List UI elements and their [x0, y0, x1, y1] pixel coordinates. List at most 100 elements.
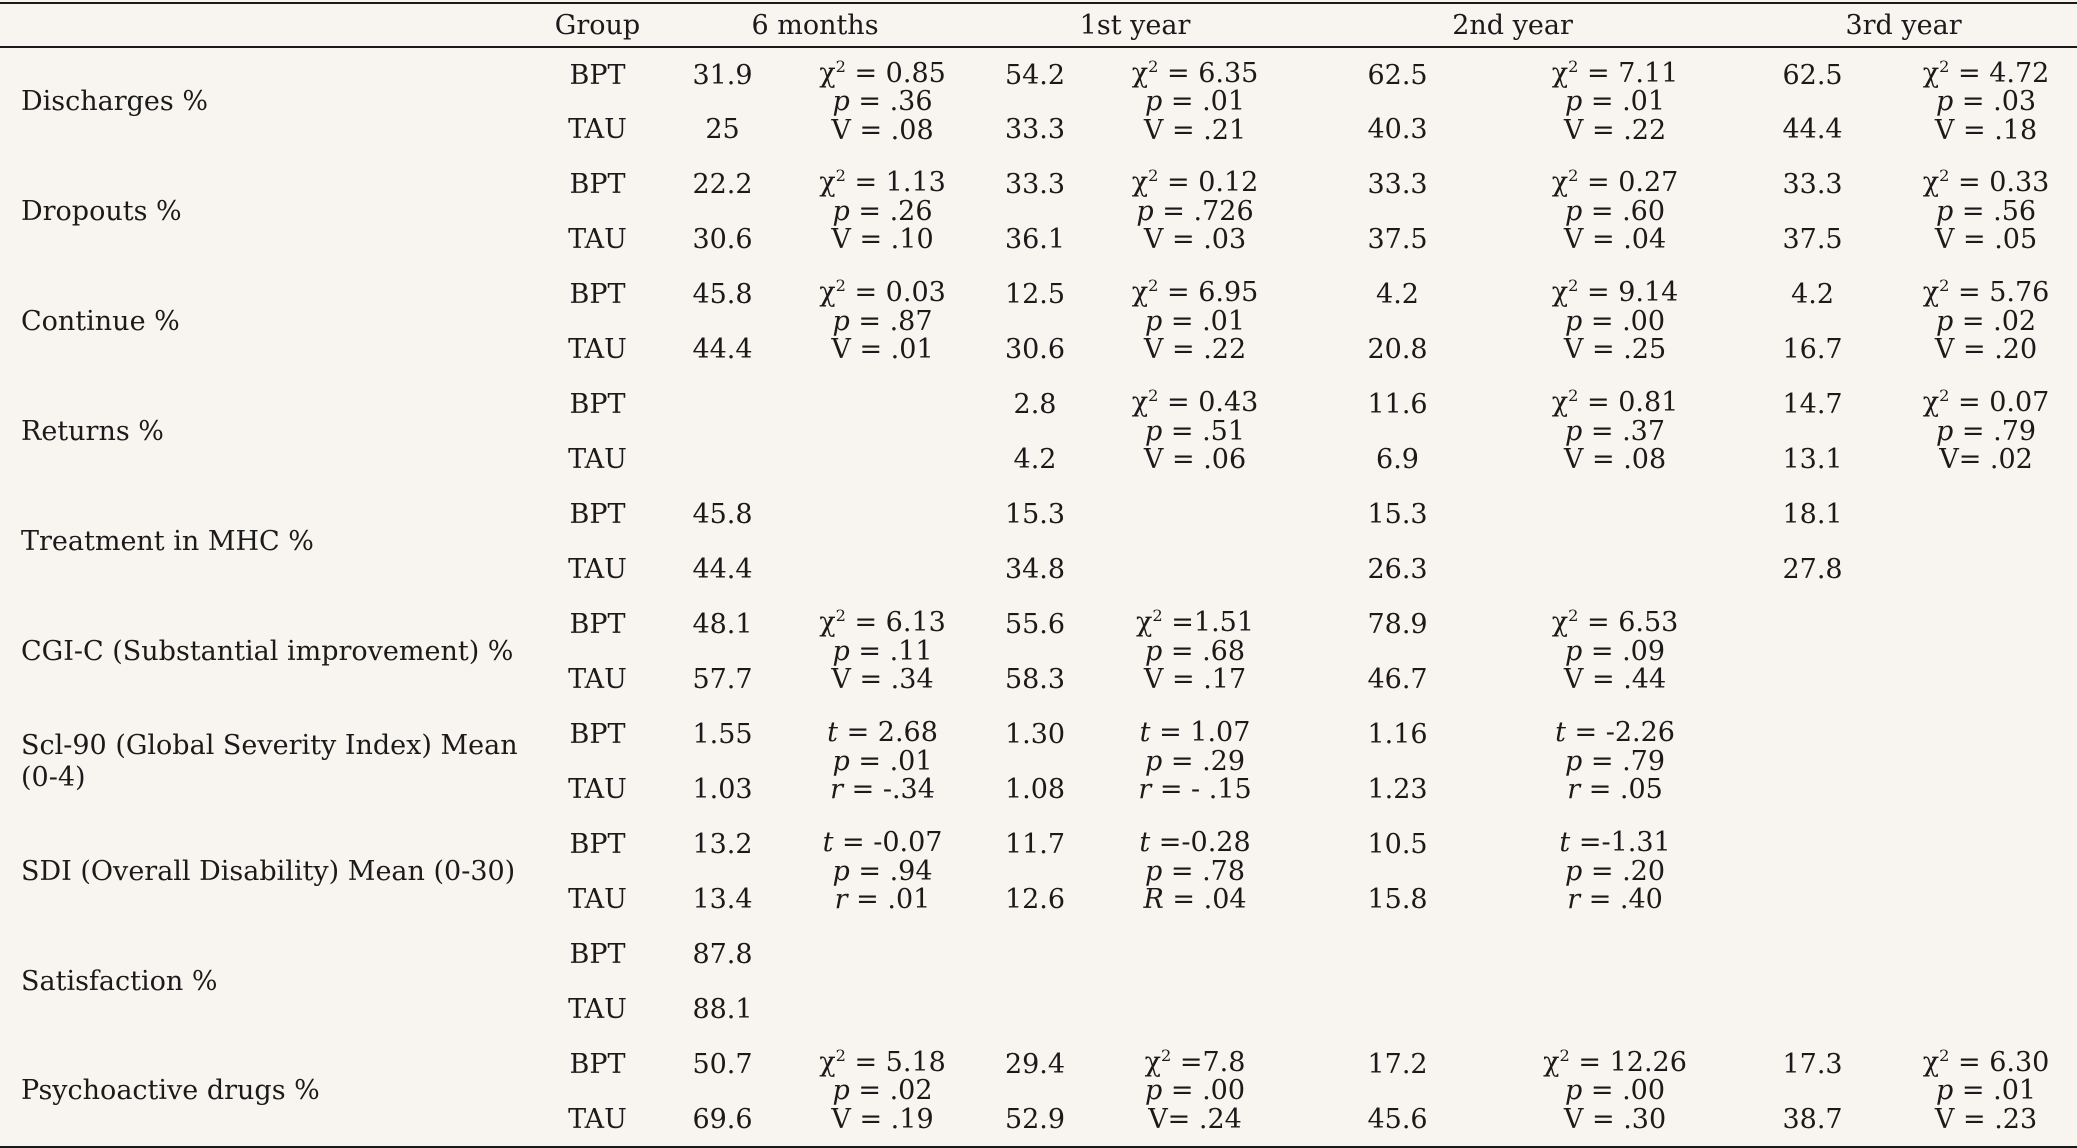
- stat-cell: χ2 = 6.35 p = .01 V = .21: [1095, 47, 1295, 157]
- group-cell: TAU: [568, 664, 627, 695]
- stat-line: p = .01: [1936, 1075, 2037, 1107]
- stat-cell: [1895, 927, 2077, 1037]
- stat-cell: χ2 =7.8 p = .00 V= .24: [1095, 1037, 1296, 1148]
- stat-line: V = .04: [1563, 224, 1667, 256]
- stat-line: p = .01: [832, 745, 933, 777]
- stat-line: χ2 = 12.26: [1543, 1045, 1687, 1078]
- stat-line: V = .08: [1563, 444, 1667, 476]
- value-cell: [975, 927, 1095, 982]
- group-cell: BPT: [569, 169, 626, 200]
- outcome-label: Treatment in MHC %: [21, 525, 314, 557]
- value-cell: 58.3: [1004, 664, 1066, 695]
- stat-cell: [790, 377, 975, 487]
- stat-line: r = - .15: [1138, 774, 1252, 806]
- value-cell: 13.4: [692, 884, 753, 915]
- value-cell: 15.3: [1367, 499, 1428, 530]
- outcome-label: Continue %: [21, 305, 180, 337]
- table-row: Satisfaction % BPT 87.8: [0, 927, 2077, 997]
- value-cell: 20.8: [1367, 334, 1428, 365]
- stat-line: V = .21: [1143, 114, 1247, 146]
- stat-line: V= .02: [1939, 444, 2033, 476]
- group-cell: BPT: [569, 829, 626, 860]
- stat-line: χ2 = 6.95: [1131, 276, 1259, 309]
- stat-cell: χ2 = 7.11 p = .01 V = .22: [1500, 47, 1730, 157]
- value-cell: 15.8: [1367, 884, 1428, 915]
- value-cell: 52.9: [975, 1092, 1096, 1148]
- value-cell: 69.6: [655, 1092, 790, 1148]
- header-row: Group 6 months 1st year 2nd year 3rd yea…: [0, 2, 2077, 48]
- stat-line: χ2 = 0.03: [819, 276, 946, 309]
- outcome-label: Returns %: [21, 415, 164, 447]
- stat-line: χ2 = 0.81: [1551, 386, 1679, 419]
- outcome-label: Dropouts %: [21, 195, 182, 227]
- stat-cell: [1500, 487, 1730, 597]
- stat-line: p = .726: [1136, 195, 1254, 227]
- group-cell: TAU: [568, 554, 627, 585]
- stat-line: p = .68: [1145, 635, 1246, 667]
- stat-cell: χ2 = 4.72 p = .03 V = .18: [1895, 47, 2077, 157]
- table-row: TAU 88.1: [0, 982, 2077, 1037]
- stat-line: V = .20: [1934, 334, 2038, 366]
- stat-line: χ2 = 5.18: [819, 1045, 946, 1078]
- stat-line: p = .36: [832, 86, 933, 118]
- stat-cell: [790, 487, 975, 597]
- stat-line: p = .20: [1565, 855, 1666, 887]
- table-row: Scl-90 (Global Severity Index) Mean (0-4…: [0, 707, 2077, 804]
- value-cell: [1730, 982, 1895, 1037]
- stat-line: V = .30: [1563, 1103, 1667, 1135]
- value-cell: [1730, 872, 1895, 927]
- stat-line: χ2 = 4.72: [1922, 56, 2050, 89]
- value-cell: 55.6: [1004, 609, 1066, 640]
- group-cell: TAU: [540, 1092, 655, 1148]
- stat-cell: χ2 = 0.12 p = .726 V = .03: [1095, 157, 1295, 267]
- table-row: TAU 44.4 30.6 20.8 16.7: [0, 322, 2077, 377]
- value-cell: [1295, 927, 1500, 982]
- outcome-label: Scl-90 (Global Severity Index) Mean (0-4…: [21, 729, 518, 793]
- value-cell: 11.7: [1004, 829, 1066, 860]
- value-cell: 1.08: [1004, 774, 1066, 805]
- stat-line: V = .34: [831, 664, 934, 696]
- outcome-label: Psychoactive drugs %: [0, 1037, 540, 1148]
- stat-cell: t =-0.28 p = .78 R = .04: [1095, 817, 1295, 927]
- stat-cell: [1895, 597, 2077, 707]
- stat-line: t =-0.28: [1139, 827, 1251, 859]
- outcome-label: Satisfaction %: [21, 965, 218, 997]
- stat-line: V = .03: [1143, 224, 1247, 256]
- stat-line: t = 2.68: [827, 717, 938, 749]
- stat-line: χ2 = 1.13: [819, 166, 946, 199]
- table-row: Psychoactive drugs % BPT 50.7 χ2 = 5.18 p = …: [0, 1037, 2077, 1148]
- table-row: SDI (Overall Disability) Mean (0-30) BPT 1…: [0, 817, 2077, 914]
- value-cell: 87.8: [692, 939, 753, 970]
- table-row: TAU 57.7 58.3 46.7: [0, 652, 2077, 707]
- stat-line: p = .00: [1565, 305, 1666, 337]
- stat-cell: χ2 = 0.07 p = .79 V= .02: [1895, 377, 2077, 487]
- stat-line: χ2 = 0.27: [1551, 166, 1679, 199]
- value-cell: [655, 377, 790, 432]
- stat-line: χ2 = 0.85: [819, 56, 946, 89]
- value-cell: 44.4: [692, 334, 753, 365]
- value-cell: 30.6: [1004, 334, 1066, 365]
- stat-line: V = .22: [1563, 114, 1667, 146]
- value-cell: 29.4: [1004, 1049, 1066, 1080]
- table-row: Discharges % BPT 31.9 χ2 = 0.85 p = .36 V = .…: [0, 47, 2077, 144]
- value-cell: 27.8: [1782, 554, 1843, 585]
- header-1st-year: 1st year: [975, 2, 1296, 48]
- value-cell: 45.8: [692, 279, 753, 310]
- stat-line: p = .79: [1565, 745, 1666, 777]
- value-cell: 2.8: [1013, 389, 1057, 420]
- stat-line: χ2 = 6.35: [1131, 56, 1259, 89]
- stat-cell: χ2 = 0.43 p = .51 V = .06: [1095, 377, 1295, 487]
- stat-line: p = .02: [832, 1075, 933, 1107]
- group-cell: TAU: [568, 334, 627, 365]
- stat-line: p = .87: [832, 305, 933, 337]
- table-row: Dropouts % BPT 22.2 χ2 = 1.13 p = .26 V = .10…: [0, 157, 2077, 254]
- value-cell: 11.6: [1367, 389, 1428, 420]
- value-cell: 1.30: [1004, 719, 1066, 750]
- outcome-label: CGI-C (Substantial improvement) %: [21, 635, 514, 667]
- stat-line: V = .19: [831, 1103, 934, 1135]
- value-cell: 31.9: [692, 59, 753, 91]
- stat-line: χ2 = 5.76: [1922, 276, 2050, 309]
- outcome-label: Discharges %: [21, 86, 209, 118]
- stat-line: p = .79: [1936, 415, 2037, 447]
